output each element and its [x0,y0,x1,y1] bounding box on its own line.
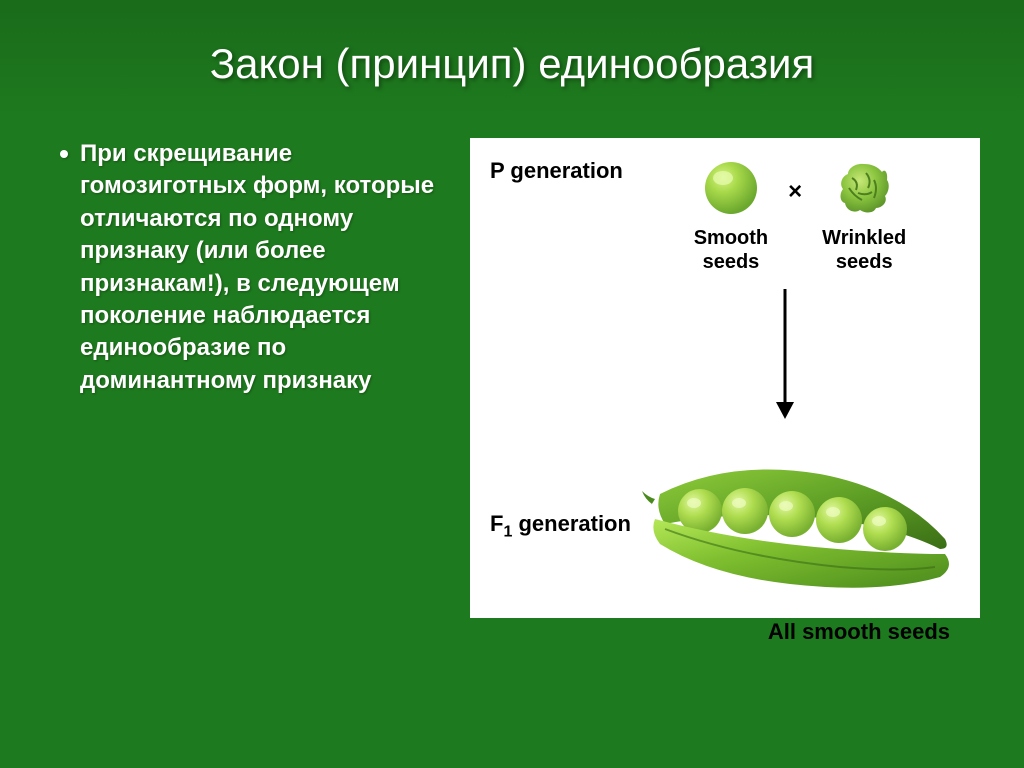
bullet-text: При скрещивание гомозиготных форм, котор… [80,138,440,397]
content-row: При скрещивание гомозиготных форм, котор… [60,138,964,618]
bullet-dot-icon [60,150,68,158]
pea-pod-icon [640,449,960,599]
arrow-row [490,284,960,429]
slide: Закон (принцип) единообразия При скрещив… [0,0,1024,768]
f1-generation-row: F1 generation [490,449,960,604]
parent-wrinkled: Wrinkledseeds [822,158,906,274]
p-generation-label: P generation [490,158,640,184]
wrinkled-label: Wrinkledseeds [822,226,906,274]
arrow-down-icon [770,284,800,424]
cross-area: Smoothseeds × [640,158,960,274]
f1-generation-label: F1 generation [490,511,640,541]
genetics-diagram: P generation [470,138,980,618]
result-label: All smooth seeds [490,619,960,645]
smooth-seed-icon [701,158,761,218]
wrinkled-seed-icon [834,158,894,218]
pod-area [640,449,960,604]
smooth-label: Smoothseeds [694,226,768,274]
bullet-item: При скрещивание гомозиготных форм, котор… [60,138,440,397]
text-block: При скрещивание гомозиготных форм, котор… [60,138,440,397]
parent-smooth: Smoothseeds [694,158,768,274]
cross-symbol: × [788,178,802,206]
slide-title: Закон (принцип) единообразия [60,40,964,88]
p-generation-row: P generation [490,158,960,274]
